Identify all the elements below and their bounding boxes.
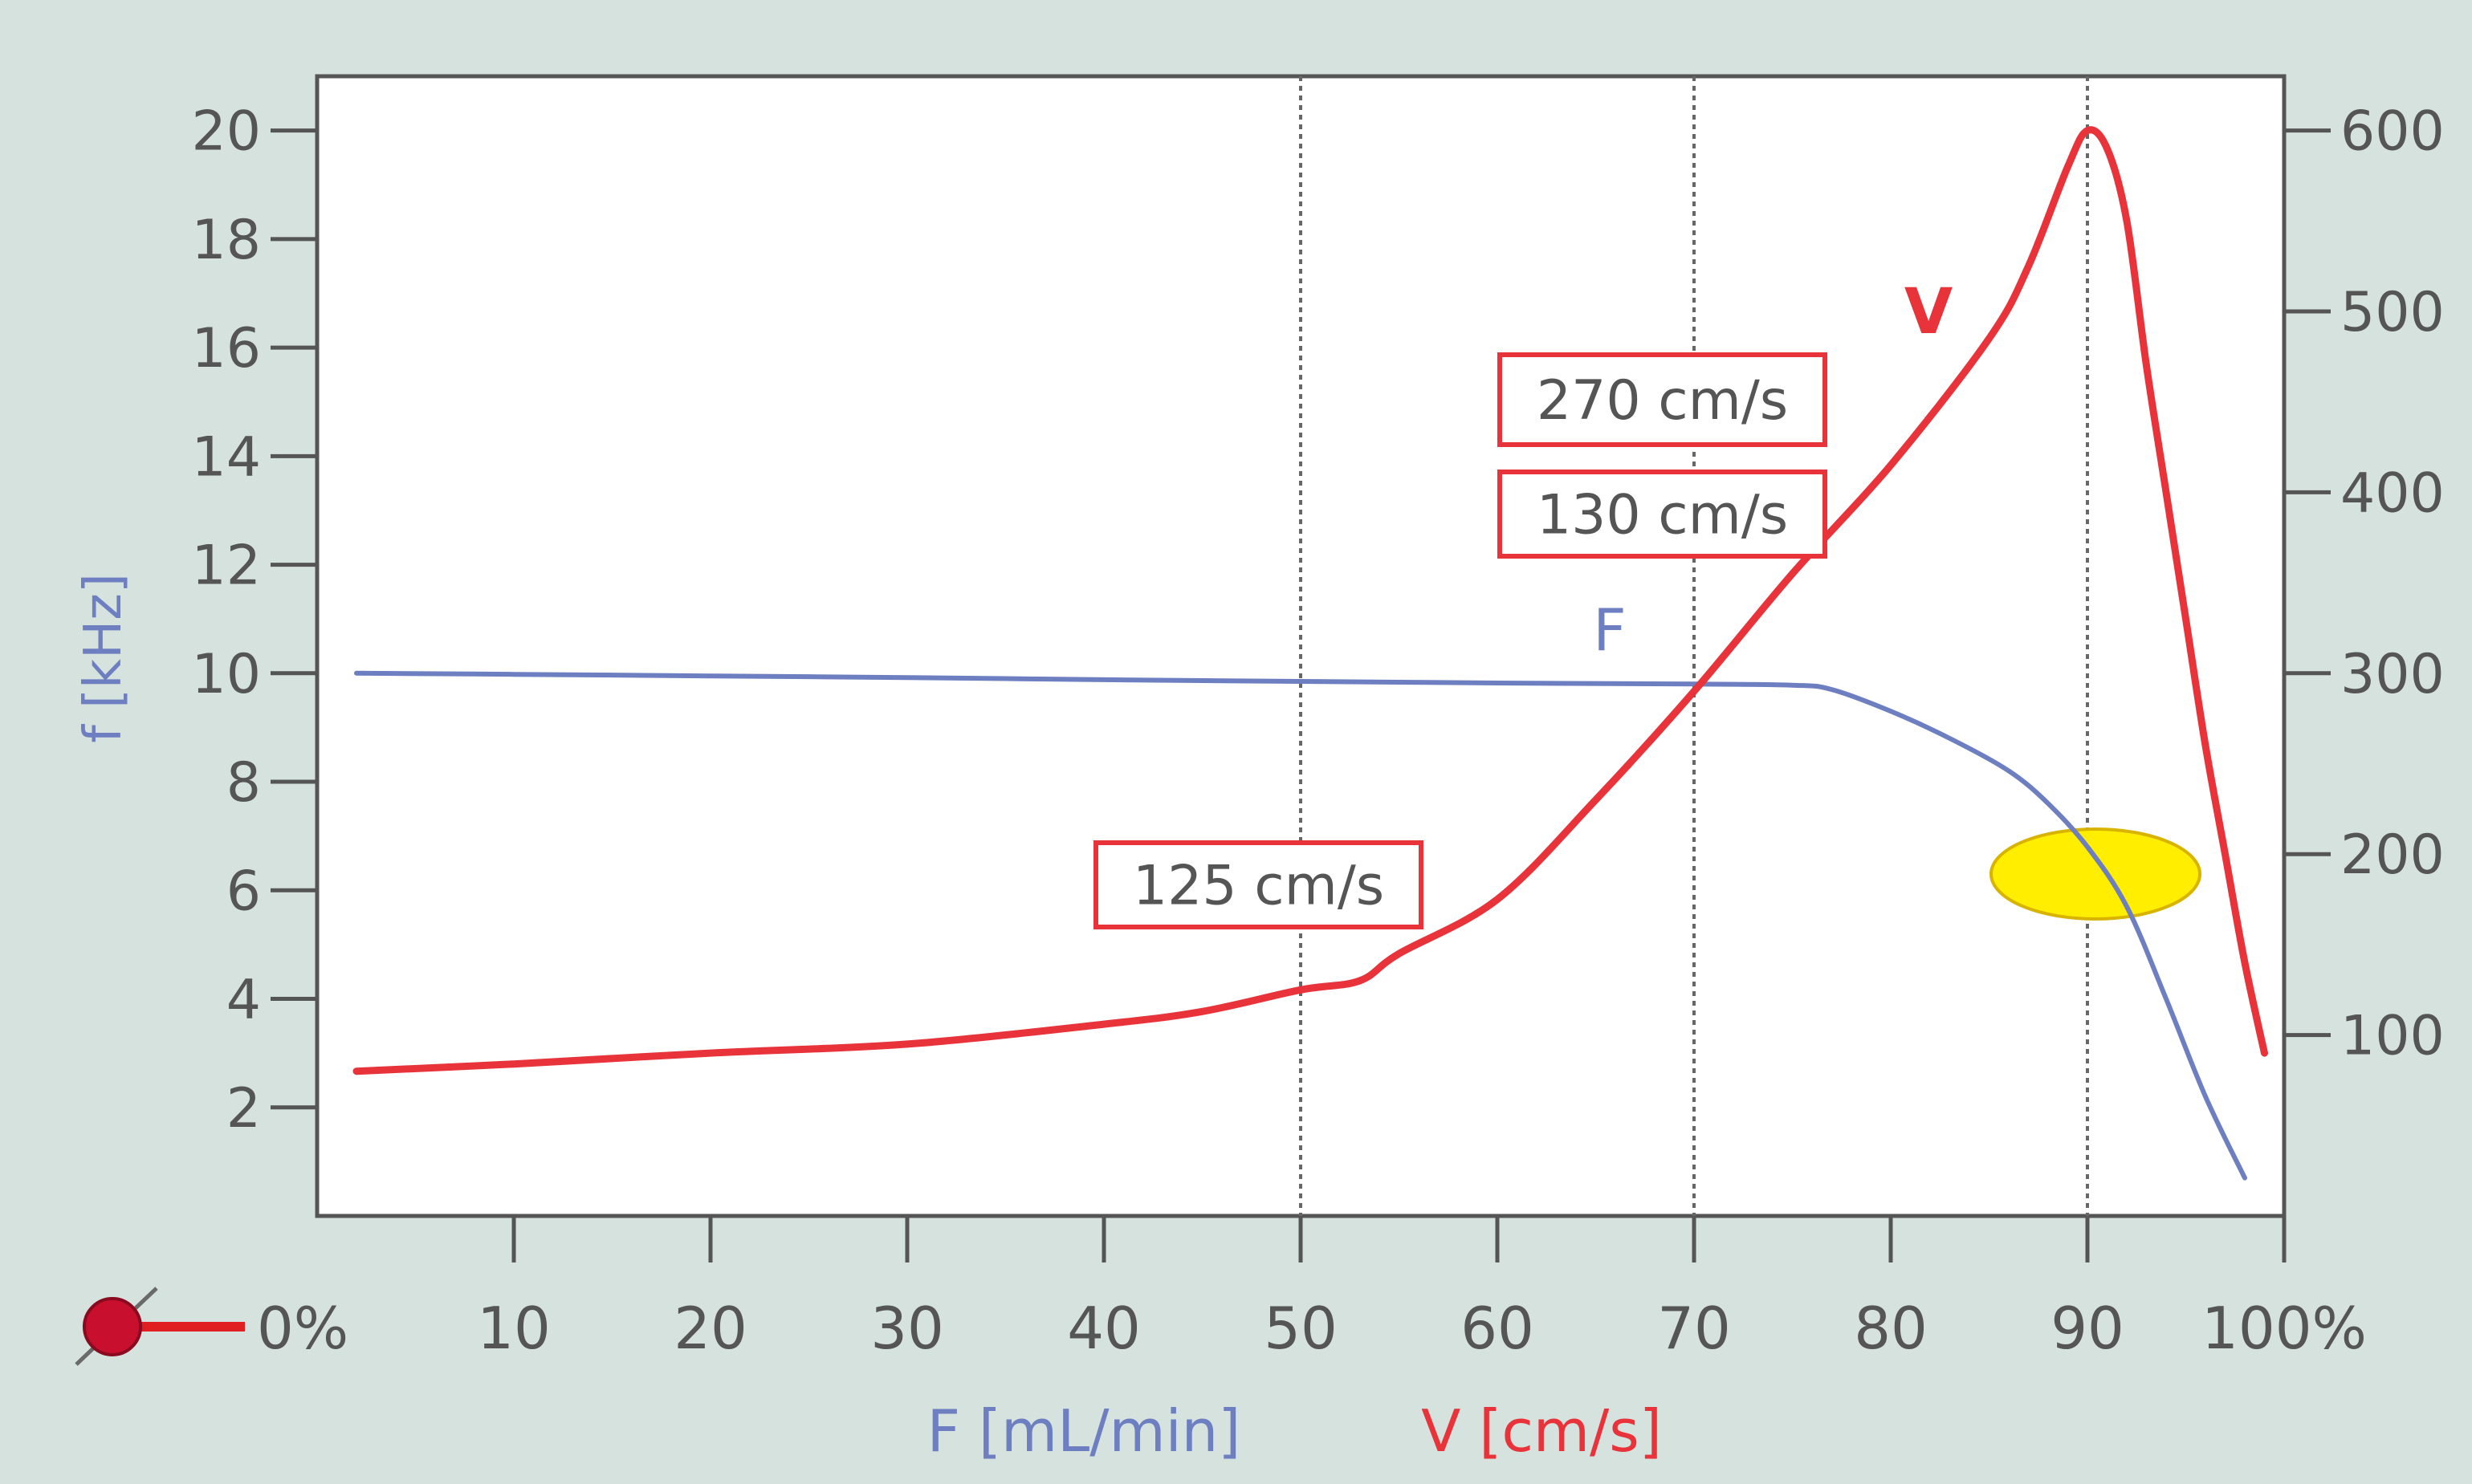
data-point-v [2127,221,2128,222]
data-point-f [907,677,908,678]
x-axis-label-flow: F [mL/min] [927,1397,1241,1465]
data-point-f [2127,906,2128,907]
data-point-f [2009,770,2010,771]
right-tick-label: 400 [2340,461,2445,525]
right-tick-label: 300 [2340,643,2445,706]
data-point-v [2146,365,2147,366]
data-point-v [1792,573,1793,574]
data-point-f [2245,1177,2246,1178]
x-tick-label: 100% [2201,1295,2367,1362]
data-point-v [2107,148,2108,149]
annotation-label: 125 cm/s [1133,855,1384,918]
left-tick-label: 18 [191,209,261,272]
data-point-f [2048,803,2049,804]
right-tick-label: 500 [2340,281,2445,344]
left-tick-label: 8 [226,751,261,815]
data-point-v [514,1063,515,1064]
data-point-f [1891,711,1892,712]
x-tick-label: 50 [1264,1295,1338,1362]
data-point-f [1497,682,1498,683]
x-tick-label: 80 [1854,1295,1928,1362]
data-point-v [1595,799,1596,800]
data-point-v [1497,899,1498,900]
left-tick-label: 6 [226,860,261,923]
data-point-f [1694,684,1695,685]
left-tick-label: 20 [191,100,261,164]
data-point-v [1891,465,1892,466]
highlight-ellipse [1989,827,2201,921]
data-point-f [514,674,515,675]
right-tick-label: 600 [2340,100,2445,164]
left-tick-label: 2 [226,1077,261,1140]
annotation-label: 130 cm/s [1537,484,1788,547]
data-point-v [2225,854,2226,855]
left-tick-label: 14 [191,425,261,489]
data-point-v [2264,1053,2265,1054]
data-point-v [2087,130,2088,131]
annotation-label: 270 cm/s [1537,369,1788,433]
x-tick-label: 30 [870,1295,944,1362]
left-tick-label: 12 [191,535,261,598]
x-tick-label: 20 [674,1295,747,1362]
data-point-v [1359,980,1360,981]
x-tick-label: 60 [1460,1295,1534,1362]
series-label-f: F [1593,596,1626,664]
annotation-box [1497,352,1827,447]
data-point-f [2087,847,2088,848]
data-point-v [1202,1011,1203,1012]
annotation-box [1093,840,1423,929]
x-tick-label: 10 [477,1295,551,1362]
x-tick-label: 90 [2050,1295,2124,1362]
slider-knob-icon [83,1297,142,1356]
left-axis-label: f [kHz] [74,573,133,743]
data-point-v [2245,962,2246,963]
data-point-v [2205,745,2206,746]
data-point-f [1104,679,1105,680]
left-tick-label: 4 [226,969,261,1032]
data-point-f [2205,1096,2206,1097]
left-tick-label: 10 [191,643,261,706]
x-axis-label-velocity: V [cm/s] [1421,1397,1662,1465]
data-point-v [1104,1024,1105,1025]
x-tick-label: 40 [1067,1295,1141,1362]
data-point-f [1831,689,1832,690]
x-tick-label: 0% [257,1295,348,1362]
annotation-box [1497,470,1827,559]
data-point-v [2067,166,2068,167]
data-point-v [1694,691,1695,692]
plot-area: 2 4 6 8 10 12 14 16 18 20 100 200 300 400 500 600 0% 10 20… [74,74,2445,1465]
left-tick-label: 16 [191,317,261,380]
data-point-f [2166,998,2167,999]
data-point-v [2166,492,2167,493]
x-tick-label: 70 [1657,1295,1731,1362]
right-tick-label: 100 [2340,1005,2445,1068]
data-point-v [907,1043,908,1044]
series-line-f [354,670,2247,1181]
series-label-v: V [1904,276,1953,348]
data-point-v [2185,619,2186,620]
right-tick-label: 200 [2340,823,2445,887]
